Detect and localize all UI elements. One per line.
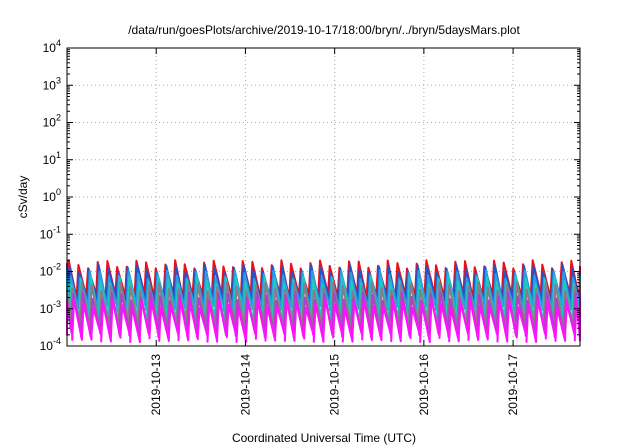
x-tick-label: 2019-10-13 (149, 354, 163, 416)
x-axis: 2019-10-13 2019-10-14 2019-10-15 2019-10-16… (149, 48, 520, 415)
series-line (66, 298, 581, 343)
y-tick-label: 10-3 (40, 299, 61, 316)
x-tick-label: 2019-10-15 (328, 354, 342, 416)
y-tick-label: 102 (43, 113, 61, 130)
x-tick-label: 2019-10-17 (506, 354, 520, 416)
x-tick-label: 2019-10-16 (417, 354, 431, 416)
y-tick-label: 104 (43, 38, 61, 55)
y-axis-label: cSv/day (16, 176, 30, 219)
y-tick-label: 100 (43, 187, 61, 204)
y-tick-label: 10-1 (40, 224, 61, 241)
y-tick-label: 10-4 (40, 336, 61, 353)
x-tick-label: 2019-10-14 (238, 354, 252, 416)
y-axis: 104 103 102 101 100 10-1 10-2 10-3 10-4 (40, 38, 580, 353)
y-tick-label: 10-2 (40, 262, 61, 279)
y-tick-label: 101 (43, 150, 61, 167)
chart-title: /data/run/goesPlots/archive/2019-10-17/1… (128, 23, 520, 37)
x-axis-label: Coordinated Universal Time (UTC) (232, 431, 416, 445)
y-tick-label: 103 (43, 75, 61, 92)
series-group (66, 259, 581, 343)
